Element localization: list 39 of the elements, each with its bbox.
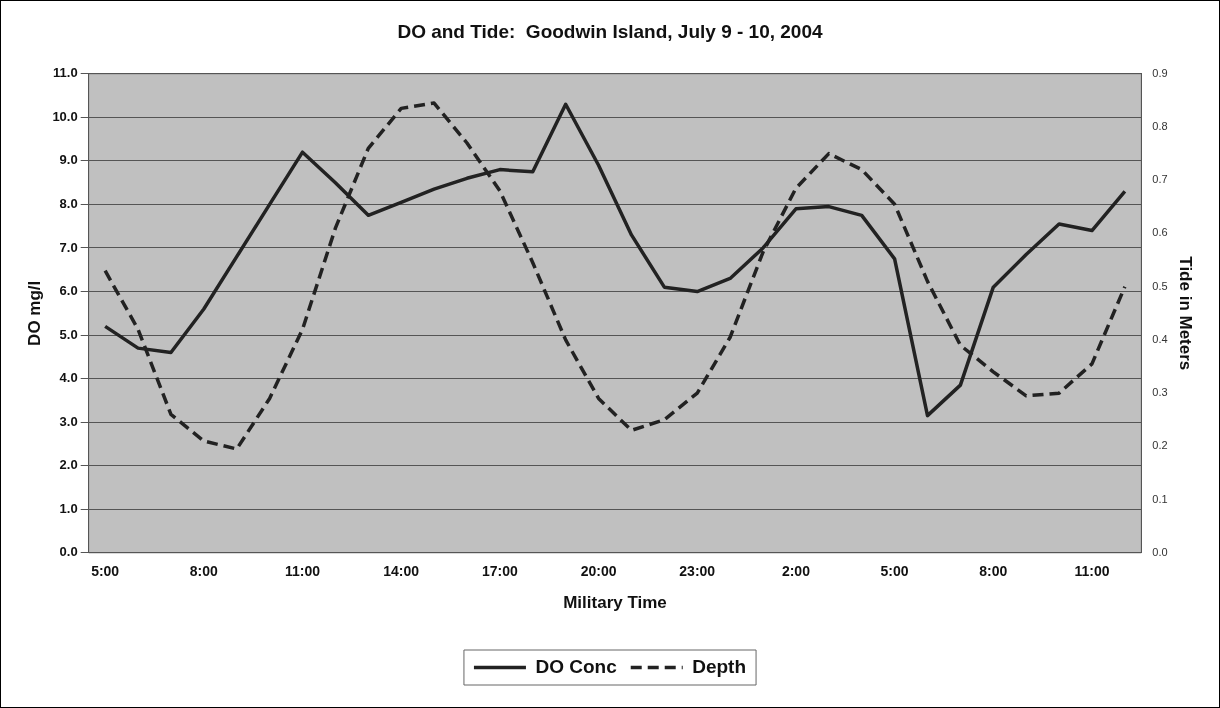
x-tick-label: 8:00 [979,563,1008,580]
legend-label: Depth [692,655,747,677]
x-tick-label: 5:00 [880,563,909,580]
y2-tick-label: 0.6 [1152,226,1168,239]
y-axis-title: DO mg/l [24,280,44,346]
x-tick-label: 14:00 [383,563,420,580]
y-tick-label: 6.0 [59,283,78,299]
legend-label: DO Conc [535,655,618,677]
x-tick-label: 20:00 [580,563,617,580]
x-tick-label: 17:00 [481,563,518,580]
x-tick-label: 2:00 [781,563,811,580]
y2-tick-label: 0.9 [1152,66,1168,79]
y-tick-label: 4.0 [59,370,78,386]
x-tick-label: 5:00 [91,563,120,580]
y2-tick-label: 0.0 [1152,545,1168,558]
y-tick-label: 9.0 [59,152,78,168]
x-tick-label: 8:00 [189,563,219,580]
y-tick-label: 2.0 [59,457,78,473]
y-tick-label: 3.0 [59,413,78,429]
y2-tick-label: 0.8 [1152,120,1168,133]
y2-tick-label: 0.2 [1152,439,1168,452]
y-tick-label: 8.0 [59,196,78,212]
x-tick-label: 23:00 [679,563,716,580]
y2-tick-label: 0.3 [1152,386,1168,399]
y2-axis-title: Tide in Meters [1176,256,1196,371]
x-tick-label: 11:00 [1074,563,1110,580]
y2-tick-label: 0.4 [1152,332,1168,345]
x-tick-label: 11:00 [284,563,321,580]
x-axis-title: Military Time [563,593,667,613]
y2-tick-label: 0.7 [1152,173,1168,186]
y-tick-label: 11.0 [53,65,78,81]
chart-title: DO and Tide: Goodwin Island, July 9 - 10, 2004 [397,20,823,42]
y2-tick-label: 0.1 [1152,492,1168,505]
y-tick-label: 5.0 [59,326,78,342]
y-tick-label: 7.0 [59,239,78,255]
y2-tick-label: 0.5 [1152,279,1168,292]
y-tick-label: 1.0 [59,500,78,516]
y-tick-label: 10.0 [52,108,78,124]
y-tick-label: 0.0 [59,544,78,560]
